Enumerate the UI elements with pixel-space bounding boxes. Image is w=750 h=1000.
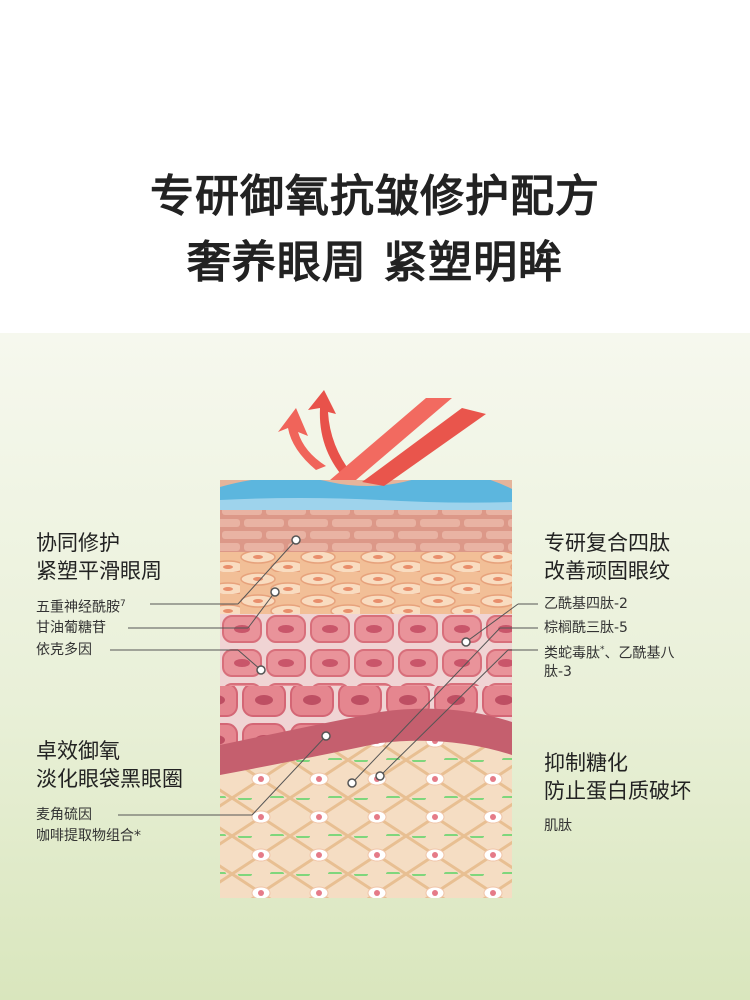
- ingredient-glycerol-glucoside: 甘油葡糖苷: [36, 620, 106, 636]
- ingredient-ergothioneine: 麦角硫因: [36, 807, 92, 823]
- flat-cell-layer: [220, 552, 512, 614]
- left-group2-heading1: 卓效御氧: [36, 739, 120, 763]
- left-group1-heading2: 紧塑平滑眼周: [36, 559, 162, 583]
- ingredient-palmitoyl-tripeptide-5: 棕榈酰三肽-5: [544, 620, 628, 636]
- right-group2-heading2: 防止蛋白质破坏: [544, 779, 691, 803]
- leader-dots: [256, 535, 471, 788]
- oxidation-arrows: [278, 390, 486, 486]
- ingredient-acetyl-octapeptide-3: 肽-3: [544, 664, 572, 680]
- dermis-layer: [220, 740, 512, 898]
- right-group2-heading1: 抑制糖化: [544, 751, 628, 775]
- ingredient-carnosine: 肌肽: [544, 818, 572, 834]
- main-title-line2: 奢养眼周 紧塑明眸: [186, 237, 564, 288]
- left-group2-heading2: 淡化眼袋黑眼圈: [36, 767, 183, 791]
- ingredient-ceramide: 五重神经酰胺7: [36, 599, 126, 616]
- ingredient-snake-venom-peptide: 类蛇毒肽*、乙酰基八: [544, 645, 675, 662]
- ingredient-coffee-extract: 咖啡提取物组合*: [36, 828, 141, 844]
- skin-layers: [220, 480, 512, 898]
- round-cell-layer: [220, 614, 512, 686]
- left-group1-heading1: 协同修护: [36, 531, 120, 555]
- ingredient-acetyl-tetrapeptide-2: 乙酰基四肽-2: [544, 596, 628, 612]
- brick-layer: [220, 510, 512, 552]
- right-group1-heading2: 改善顽固眼纹: [544, 559, 670, 583]
- right-group1-heading1: 专研复合四肽: [544, 531, 670, 555]
- ingredient-ectoin: 依克多因: [36, 642, 92, 658]
- title-section: 专研御氧抗皱修护配方 奢养眼周 紧塑明眸: [0, 0, 750, 333]
- main-title-line1: 专研御氧抗皱修护配方: [150, 171, 600, 222]
- leader-lines: [110, 539, 538, 816]
